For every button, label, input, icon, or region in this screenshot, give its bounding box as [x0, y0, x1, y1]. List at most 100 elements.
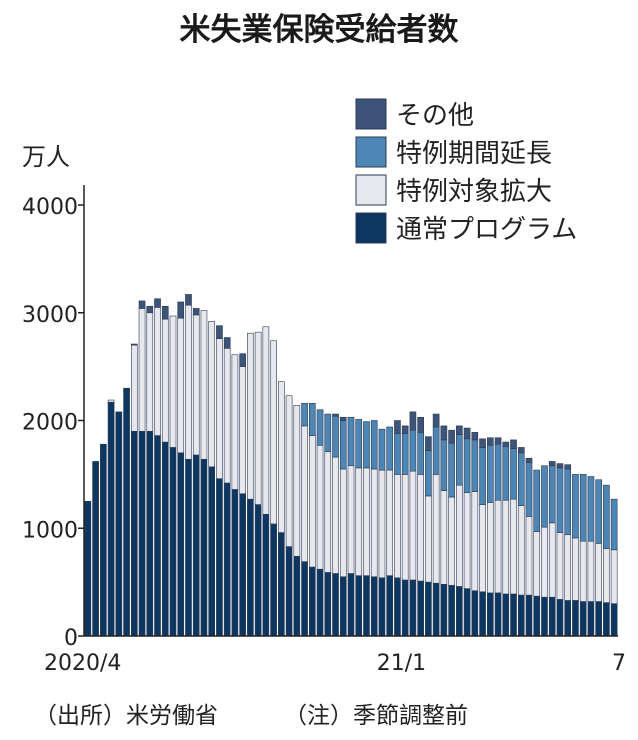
bar-other: [510, 439, 517, 449]
legend-swatch: [355, 136, 387, 168]
bar-extended: [564, 468, 572, 536]
bar-expanded: [541, 526, 548, 598]
bar-expanded: [533, 531, 541, 597]
bar-regular: [177, 452, 185, 637]
y-tick-label: 2000: [22, 411, 78, 436]
bar-regular: [463, 588, 471, 637]
bar-extended: [471, 439, 479, 492]
bar-expanded: [177, 317, 185, 454]
bar-regular: [239, 493, 246, 637]
bar-regular: [130, 430, 138, 637]
bar-regular: [456, 586, 463, 637]
bar-expanded: [161, 318, 169, 443]
bar-other: [177, 301, 185, 319]
bar-regular: [339, 576, 347, 637]
bar-other: [548, 461, 556, 467]
source-note: （出所）米労働省: [34, 703, 218, 729]
bar-extended: [572, 474, 579, 539]
bar-expanded: [185, 304, 192, 460]
bar-extended: [502, 446, 510, 501]
bar-extended: [533, 469, 541, 532]
y-tick-label: 1000: [22, 518, 78, 543]
bar-expanded: [595, 543, 602, 602]
bar-expanded: [610, 549, 618, 604]
bar-expanded: [432, 474, 440, 584]
bar-regular: [278, 532, 285, 637]
bar-expanded: [339, 468, 347, 578]
bar-extended: [339, 420, 347, 470]
bar-expanded: [278, 381, 285, 533]
bar-other: [440, 425, 448, 441]
bar-regular: [154, 435, 161, 637]
bar-regular: [401, 579, 409, 637]
bar-regular: [254, 504, 262, 637]
bar-extended: [378, 428, 386, 471]
legend-swatch: [355, 174, 387, 206]
bar-other: [146, 305, 154, 314]
bar-extended: [541, 465, 548, 528]
bar-other: [556, 463, 564, 469]
bar-expanded: [456, 484, 463, 587]
y-tick-label: 3000: [22, 303, 78, 328]
bar-regular: [378, 577, 386, 637]
bar-expanded: [394, 474, 401, 579]
bar-other: [161, 305, 169, 320]
bar-regular: [603, 602, 610, 637]
bar-extended: [525, 462, 533, 517]
bar-regular: [216, 478, 223, 637]
bar-extended: [409, 429, 417, 472]
bar-other: [185, 294, 192, 306]
bar-other: [154, 298, 161, 308]
bar-regular: [502, 593, 510, 637]
bar-other: [425, 436, 432, 451]
bar-extended: [610, 498, 618, 551]
bar-regular: [355, 575, 363, 637]
bar-expanded: [231, 354, 239, 490]
bar-regular: [595, 601, 602, 637]
bar-regular: [541, 596, 548, 637]
bar-extended: [432, 426, 440, 475]
bar-regular: [517, 594, 525, 637]
bar-regular: [200, 458, 208, 637]
bar-expanded: [564, 534, 572, 601]
bar-regular: [332, 573, 339, 637]
bar-regular: [185, 458, 192, 637]
bar-extended: [579, 474, 587, 542]
bar-other: [456, 425, 463, 435]
bar-extended: [595, 479, 602, 544]
bar-other: [564, 464, 572, 470]
bar-other: [502, 441, 510, 447]
bar-expanded: [138, 308, 146, 432]
bar-other: [479, 438, 486, 448]
bar-expanded: [355, 467, 363, 576]
bar-extended: [363, 421, 370, 469]
bar-extended: [494, 443, 502, 501]
bar-expanded: [223, 348, 231, 484]
legend-label: その他: [396, 101, 474, 131]
bar-other: [448, 429, 455, 444]
bar-extended: [370, 420, 378, 470]
bar-regular: [301, 561, 308, 637]
legend-swatch: [355, 98, 387, 130]
bar-regular: [324, 572, 332, 637]
bar-regular: [425, 581, 432, 637]
bar-expanded: [316, 444, 324, 570]
bar-expanded: [154, 307, 161, 436]
bar-expanded: [270, 340, 277, 525]
bar-expanded: [448, 496, 455, 586]
x-tick-label: 2020/4: [44, 651, 121, 676]
legend-label: 特例対象拡大: [396, 177, 552, 207]
bar-extended: [556, 467, 564, 533]
bar-other: [130, 343, 138, 346]
bar-regular: [548, 596, 556, 637]
bar-regular: [293, 555, 301, 637]
bar-extended: [463, 438, 471, 494]
bar-expanded: [378, 469, 386, 579]
bar-regular: [247, 498, 254, 637]
bar-regular: [169, 447, 177, 637]
bar-other: [216, 325, 223, 339]
y-tick-label: 0: [64, 626, 78, 651]
bar-regular: [316, 568, 324, 637]
bar-regular: [440, 583, 448, 637]
bar-expanded: [463, 492, 471, 589]
